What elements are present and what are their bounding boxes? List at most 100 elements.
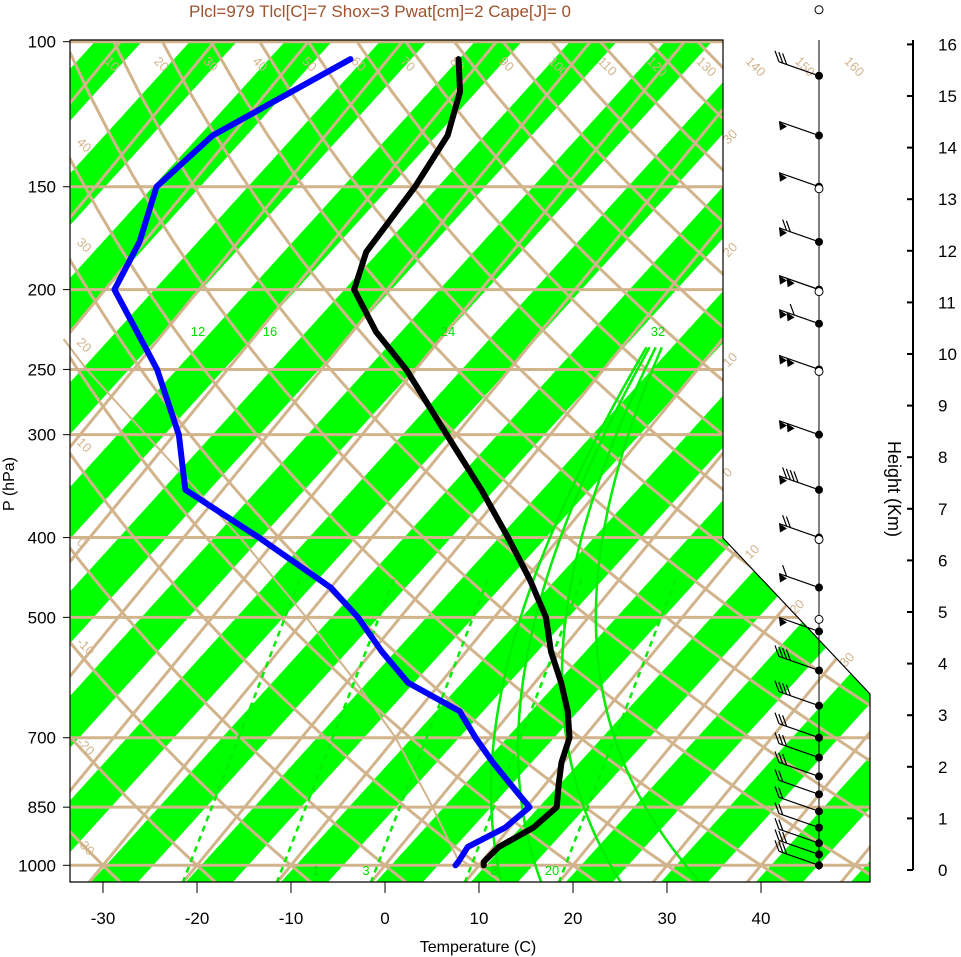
mixing-ratio-label: 20	[545, 863, 559, 878]
wind-barb	[778, 813, 820, 829]
wind-barb-flag	[774, 645, 780, 657]
wind-barb	[778, 761, 820, 777]
dry-adiabat-line	[70, 41, 412, 882]
isotherm-line	[648, 40, 870, 882]
isotherm-label: 150	[792, 54, 818, 80]
wind-barb	[778, 172, 820, 188]
wind-barb	[778, 61, 820, 77]
wind-barb-pennant	[779, 420, 787, 430]
wind-barb-flag	[789, 469, 795, 482]
wind-barb-flag	[778, 770, 784, 782]
height-tick-label: 14	[938, 139, 957, 158]
dry-adiabat-line	[70, 41, 795, 882]
saturation-adiabat-line	[594, 346, 705, 882]
wind-barb-pennant	[779, 355, 787, 365]
height-tick-label: 2	[938, 758, 947, 777]
wind-level-open-dot	[814, 5, 824, 15]
dewpoint-profile	[111, 56, 533, 869]
isotherm-line	[742, 40, 870, 882]
height-tick-label: 13	[938, 190, 957, 209]
wind-barb-flag	[782, 647, 788, 660]
dry-adiabat-line	[70, 41, 508, 882]
chart-header: Plcl=979 Tlcl[C]=7 Shox=3 Pwat[cm]=2 Cap…	[189, 2, 571, 21]
wind-barb-flag	[774, 751, 780, 763]
isotherm-line	[70, 40, 325, 882]
dry-adiabat-line	[258, 40, 870, 882]
y-axis-title: P (hPa)	[1, 457, 18, 511]
wind-barb-pennant	[786, 312, 795, 322]
wind-barb-flag	[782, 53, 788, 65]
wind-barb	[778, 850, 820, 866]
pressure-label: 700	[28, 729, 56, 748]
wind-barb	[778, 839, 820, 855]
wind-barb-pennant	[786, 278, 795, 288]
wind-barb-flag	[782, 565, 788, 577]
wind-barb-flag	[774, 840, 780, 852]
dry-adiabat-label: 30	[74, 235, 95, 256]
wind-barb-pennant	[779, 475, 787, 485]
height-tick-label: 15	[938, 87, 957, 106]
right-guide-label: 0	[720, 464, 736, 480]
wind-barb	[778, 691, 820, 707]
saturation-adiabat-label: 16	[263, 324, 277, 339]
wind-barb	[778, 779, 820, 795]
wind-barb-pennant	[786, 358, 795, 368]
right-guide-label: 10	[742, 541, 763, 562]
wind-barb-pennant	[779, 523, 787, 533]
wind-barb	[778, 522, 820, 539]
wind-barb-flag	[782, 735, 788, 747]
wind-barb	[778, 796, 820, 812]
wind-barb-flag	[785, 649, 791, 661]
isotherm-line	[70, 40, 419, 882]
wind-barb-flag	[782, 753, 788, 766]
height-tick-label: 3	[938, 706, 947, 725]
wind-barb-flag	[782, 467, 788, 479]
x-tick-label: -20	[185, 909, 210, 928]
pressure-label: 250	[28, 360, 56, 379]
x-tick-label: -30	[91, 909, 116, 928]
saturation-adiabat-label: 32	[651, 324, 665, 339]
height-tick-label: 1	[938, 809, 947, 828]
pressure-label: 1000	[18, 856, 56, 875]
wind-barb-flag	[774, 786, 780, 798]
wind-barb	[778, 743, 820, 759]
wind-barb-flag	[778, 803, 784, 816]
wind-barb-flag	[785, 220, 791, 233]
wind-barb-flag	[785, 684, 791, 696]
wind-level-open-dot	[814, 287, 824, 297]
x-tick-label: 30	[658, 909, 677, 928]
saturation-adiabat-line	[516, 346, 651, 882]
saturation-adiabat-line	[560, 346, 657, 882]
right-guide-label: 30	[837, 649, 858, 670]
isotherm-line	[70, 40, 701, 882]
isotherm-line	[84, 40, 795, 882]
wind-barb	[778, 572, 820, 589]
wind-barb-flag	[785, 468, 791, 480]
isotherm-label: 140	[743, 54, 769, 80]
band-stripe	[115, 40, 870, 882]
x-tick-label: 0	[380, 909, 389, 928]
pressure-label: 400	[28, 529, 56, 548]
wind-barb-flag	[782, 831, 788, 844]
wind-barb-flag	[789, 303, 795, 316]
band-stripe	[305, 40, 870, 882]
isotherm-line	[70, 40, 607, 882]
wind-barb-flag	[793, 471, 799, 483]
band-stripe	[210, 40, 870, 882]
dry-adiabat-line	[307, 40, 870, 882]
wind-barb-pennant	[779, 573, 787, 583]
wind-barb-flag	[785, 516, 791, 528]
isotherm-label: 160	[841, 54, 867, 80]
wind-barb-flag	[778, 681, 784, 694]
x-tick-label: -10	[279, 909, 304, 928]
dry-adiabat-line	[70, 41, 221, 882]
isotherm-line	[366, 40, 870, 882]
axes: -30 -20 -10 0 10 20 30 401001502002503004005007…	[18, 33, 957, 928]
wind-barb	[778, 616, 820, 632]
pressure-label: 850	[28, 798, 56, 817]
dry-adiabat-line	[70, 41, 317, 882]
wind-barb-pennant	[779, 617, 787, 627]
height-tick-label: 4	[938, 655, 947, 674]
